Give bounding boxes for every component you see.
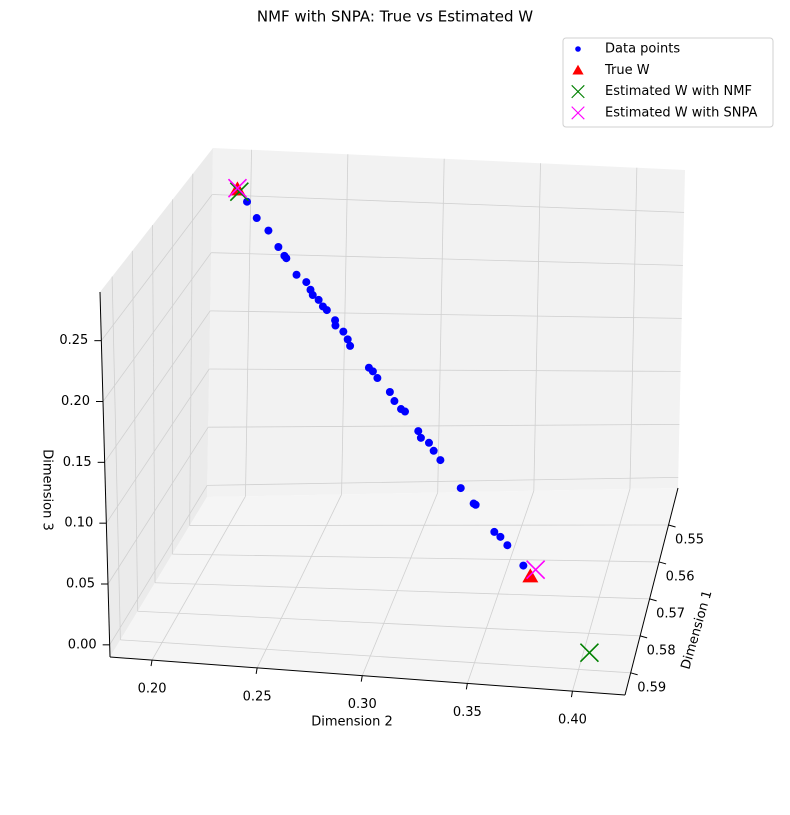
x-tick-label: 0.59	[637, 680, 666, 695]
data-point	[369, 367, 377, 375]
data-point	[253, 214, 261, 222]
x-tick-label: 0.56	[666, 569, 695, 584]
z-tick-label: 0.15	[63, 455, 92, 470]
data-point	[339, 328, 347, 336]
x-tick-label: 0.55	[675, 532, 704, 547]
data-point	[417, 434, 425, 442]
legend-marker	[575, 46, 581, 52]
data-point	[430, 447, 438, 455]
tick-mark	[256, 668, 257, 674]
data-point	[331, 322, 339, 330]
z-tick-label: 0.20	[61, 394, 90, 409]
data-point	[302, 278, 310, 286]
data-point	[436, 456, 444, 464]
data-point	[496, 533, 504, 541]
tick-mark	[631, 673, 638, 675]
data-point	[323, 306, 331, 314]
floor-pane	[110, 488, 678, 695]
legend-label: Estimated W with NMF	[605, 84, 752, 99]
y-tick-label: 0.40	[558, 713, 587, 728]
z-tick-label: 0.05	[66, 577, 95, 592]
x-axis-label: Dimension 1	[679, 589, 716, 671]
z-tick-label: 0.10	[64, 516, 93, 531]
data-point	[282, 254, 290, 262]
chart-title: NMF with SNPA: True vs Estimated W	[257, 8, 533, 26]
panes	[100, 148, 685, 695]
tick-mark	[151, 660, 152, 666]
x-tick-label: 0.57	[656, 606, 685, 621]
back-pane	[207, 148, 685, 497]
y-tick-label: 0.25	[243, 689, 272, 704]
z-tick-label: 0.25	[59, 333, 88, 348]
data-point	[457, 484, 465, 492]
tick-mark	[361, 676, 362, 682]
data-point	[346, 342, 354, 350]
data-point	[390, 397, 398, 405]
legend-label: True W	[604, 63, 650, 78]
x-tick-label: 0.58	[647, 643, 676, 658]
data-point	[425, 439, 433, 447]
tick-mark	[669, 525, 676, 527]
y-axis-label: Dimension 2	[311, 715, 393, 730]
z-axis-label: Dimension 3	[40, 449, 55, 531]
y-tick-label: 0.35	[453, 705, 482, 720]
data-point	[386, 388, 394, 396]
y-tick-label: 0.30	[348, 697, 377, 712]
z-tick-label: 0.00	[68, 637, 97, 652]
data-point	[293, 271, 301, 279]
tick-mark	[659, 562, 666, 564]
legend-label: Data points	[605, 42, 680, 57]
data-point	[519, 562, 527, 570]
y-tick-label: 0.20	[138, 682, 167, 697]
legend-label: Estimated W with SNPA	[605, 105, 757, 120]
data-point	[264, 227, 272, 235]
tick-mark	[571, 691, 572, 697]
data-point	[503, 541, 511, 549]
legend: Data points True W Estimated W with NMF Est…	[563, 38, 773, 127]
data-point	[315, 296, 323, 304]
data-point	[274, 243, 282, 251]
tick-mark	[650, 599, 657, 601]
data-point	[373, 374, 381, 382]
tick-mark	[640, 636, 647, 638]
data-point	[401, 408, 409, 416]
tick-mark	[466, 683, 467, 689]
data-point	[472, 501, 480, 509]
